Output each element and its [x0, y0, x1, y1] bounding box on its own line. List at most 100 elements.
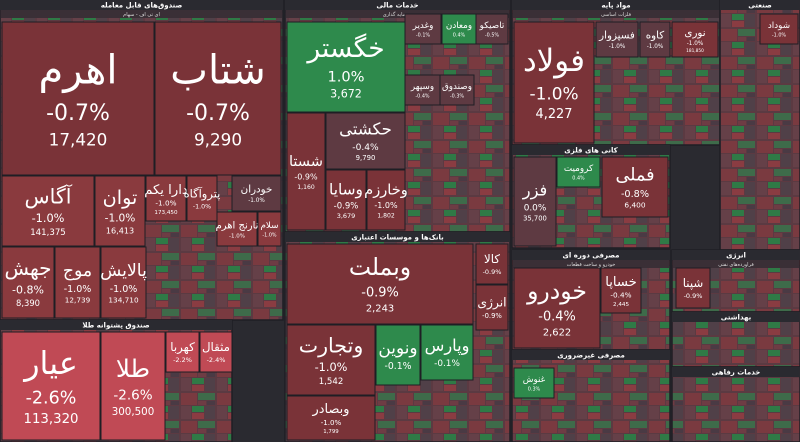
- stock-tile: وخارزم -1.0% 1,802: [364, 169, 408, 231]
- tile-label: وخارزم: [364, 181, 408, 198]
- tile-label: عیار: [22, 345, 78, 382]
- tile-bg: [325, 112, 406, 170]
- tile-change: -1.0%: [315, 361, 348, 374]
- sector-title: انرژی: [726, 252, 746, 260]
- tile-label: کرومیت: [564, 164, 594, 174]
- tile-change: -1.0%: [374, 201, 398, 210]
- stock-tile: فزر 0.0%35,700: [513, 156, 557, 247]
- tile-change: -0.7%: [46, 101, 110, 126]
- tile-price: 6,400: [624, 200, 645, 209]
- tile-bg: [325, 169, 367, 231]
- tile-change: 1.0%: [327, 68, 364, 85]
- tile-bg: [513, 156, 557, 247]
- tile-bg: [513, 21, 595, 144]
- sector-header: [672, 250, 800, 260]
- tile-label: فزر: [522, 180, 548, 200]
- stock-tile: آگاس -1.0% 141,375: [1, 175, 95, 247]
- tile-price: 113,320: [24, 412, 79, 427]
- tile-bg: [420, 324, 474, 381]
- sector-header: [512, 0, 720, 10]
- tile-label: فسپزوار: [598, 30, 635, 42]
- tile-label: وسایا: [329, 180, 363, 198]
- tile-bg: [286, 243, 474, 325]
- sector: صندوق‌های قابل معامله ای تی اف - سهام اهرم…: [0, 0, 284, 321]
- sector-header: [720, 0, 800, 10]
- sector: مصرفی دوره ای خودرو و ساخت قطعات خودرو -0.4…: [511, 249, 671, 351]
- tile-label: کاوه: [646, 30, 665, 42]
- tile-change: 0.3%: [528, 386, 541, 392]
- tile-change: -1.0%: [155, 199, 176, 208]
- stock-tile: فملی -0.8%6,400: [601, 156, 669, 218]
- stock-tile: کهربا-2.2%: [165, 331, 200, 373]
- tile-price: 1,799: [323, 429, 339, 435]
- tile-label: وبملت: [349, 253, 411, 281]
- tile-change: -0.9%: [294, 173, 318, 182]
- tile-bg: [639, 21, 671, 58]
- tile-change: -2.6%: [26, 388, 77, 408]
- tile-label: طلا: [116, 354, 150, 383]
- sector-title: خدمات مالی: [376, 2, 418, 10]
- stock-tile: تاصیکو-0.5%: [475, 13, 509, 45]
- stock-tile: خگستر 1.0% 3,672: [286, 21, 406, 113]
- tile-price: 1,542: [319, 377, 344, 387]
- tile-label: تاصیکو: [479, 21, 505, 31]
- sector-header: [672, 312, 800, 322]
- tile-price: 4,227: [536, 107, 573, 122]
- tile-label: خودران: [241, 184, 273, 196]
- sector-area: [671, 366, 800, 442]
- tile-bg: [199, 331, 233, 373]
- tile-bg: [595, 21, 639, 58]
- tile-bg: [286, 112, 326, 231]
- tile-label: وتجارت: [299, 334, 364, 358]
- tile-bg: [600, 267, 642, 314]
- tile-change: -0.7%: [186, 101, 250, 126]
- sector-subtitle: سرمایه گذاری: [383, 11, 413, 18]
- tile-change: -1.0%: [772, 32, 787, 38]
- sector-title: بهداشتی: [721, 314, 752, 322]
- tile-price: 9,790: [356, 154, 376, 162]
- stock-tile: شپنا -0.9%: [675, 267, 711, 309]
- tile-bg: [556, 156, 601, 188]
- stock-tile: مثقال -2.4%: [199, 331, 233, 373]
- sector: صنعتی شوداد-1.0%: [719, 0, 800, 251]
- tile-change: -1.0%: [687, 41, 704, 47]
- stock-tile: کالا -0.9%: [475, 243, 509, 285]
- stock-tile: طلا -2.6% 300,500: [100, 331, 166, 441]
- tile-change: -0.9%: [361, 286, 398, 301]
- tile-bg: [366, 169, 406, 231]
- tile-change: -2.2%: [173, 356, 192, 364]
- stock-tile: خودرو -0.4% 2,622: [513, 267, 601, 349]
- sector-title: خدمات رفاهی: [712, 369, 761, 377]
- stock-tile: وسپهر-0.4%: [404, 74, 441, 106]
- tile-change: -2.4%: [207, 356, 226, 364]
- tile-label: وغدیر: [412, 21, 434, 31]
- tile-bg: [186, 175, 218, 222]
- stock-tile: وصندوق-0.3%: [439, 74, 475, 106]
- tile-change: -1.0%: [262, 232, 277, 238]
- sector-title: صندوق‌های قابل معامله: [101, 2, 183, 10]
- tile-price: 181,850: [686, 48, 704, 54]
- stock-tile: وتجارت -1.0% 1,542: [286, 324, 376, 396]
- tile-price: 141,375: [30, 228, 66, 238]
- tile-label: سلام: [260, 221, 278, 231]
- sector-header: [512, 145, 670, 155]
- tile-change: -0.4%: [415, 93, 430, 99]
- tile-price: 3,679: [337, 212, 356, 220]
- stock-tile: وبملت -0.9% 2,243: [286, 243, 474, 325]
- tile-price: 1,802: [377, 212, 395, 219]
- tile-price: 35,700: [523, 214, 547, 222]
- sector-title: مصرفی دوره ای: [562, 252, 619, 260]
- tile-label: وسپهر: [410, 82, 434, 92]
- sector-header: [512, 350, 670, 360]
- sector: صندوق پشتوانه طلا عیار -2.6% 113,320 طلا -2.6…: [0, 319, 233, 442]
- sector-header: [0, 320, 232, 330]
- sector-header: [512, 250, 670, 260]
- tile-bg: [94, 175, 146, 247]
- tile-change: -1.0%: [32, 212, 65, 225]
- stock-tile: اهرم -0.7% 17,420: [1, 21, 155, 176]
- tile-bg: [513, 267, 601, 349]
- sector: خدمات رفاهی: [671, 366, 800, 442]
- tile-price: 134,710: [108, 296, 139, 305]
